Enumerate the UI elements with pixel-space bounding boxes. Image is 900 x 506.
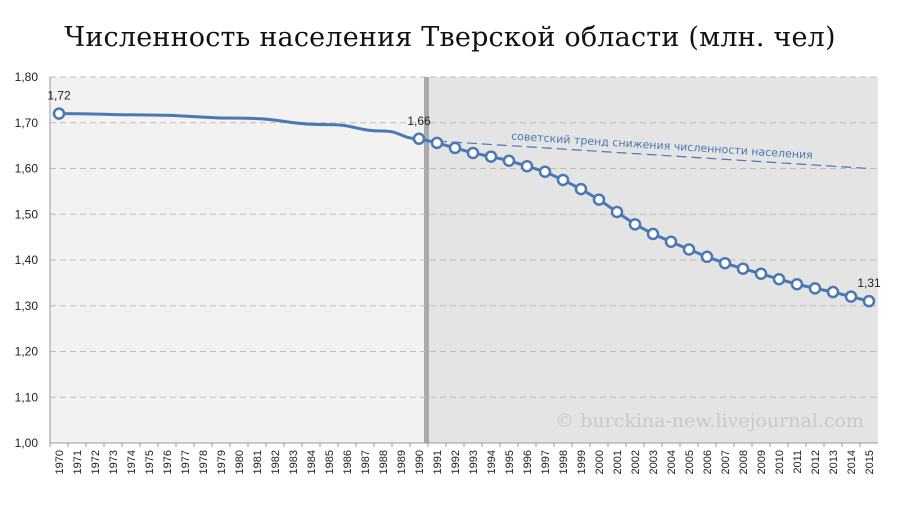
x-tick-label: 2012	[810, 450, 822, 474]
data-point	[682, 243, 696, 256]
x-tick-label: 2002	[630, 450, 642, 474]
x-tick-label: 1994	[486, 450, 498, 474]
x-tick-label: 1992	[450, 450, 462, 474]
x-tick-label: 1999	[576, 450, 588, 474]
x-tick-label: 2007	[720, 450, 732, 474]
data-point	[592, 193, 606, 206]
x-tick-label: 1976	[162, 450, 174, 474]
data-point	[754, 267, 768, 280]
x-tick-label: 1971	[72, 450, 84, 474]
x-tick-label: 1972	[90, 450, 102, 474]
data-point	[574, 182, 588, 196]
x-tick-label: 2010	[774, 450, 786, 474]
x-tick-label: 2009	[756, 450, 768, 474]
x-tick-label: 2001	[612, 450, 624, 474]
data-point	[844, 290, 858, 303]
data-point	[538, 165, 552, 178]
x-tick-label: 1990	[414, 450, 426, 474]
data-point	[556, 173, 570, 187]
data-point	[628, 218, 642, 231]
data-label: 1,72	[47, 89, 71, 103]
x-tick-label: 1980	[234, 450, 246, 474]
x-tick-label: 2003	[648, 450, 660, 474]
data-point	[646, 227, 660, 241]
x-tick-label: 2004	[666, 450, 678, 474]
y-tick-label: 1,40	[15, 253, 39, 267]
x-tick-label: 2014	[846, 450, 858, 474]
data-point	[484, 150, 498, 163]
x-tick-label: 1974	[126, 450, 138, 474]
data-point	[610, 205, 624, 219]
data-label: 1,31	[857, 276, 881, 290]
x-tick-label: 2005	[684, 450, 696, 474]
x-tick-label: 1996	[522, 450, 534, 474]
y-tick-label: 1,80	[15, 70, 39, 84]
x-tick-label: 1973	[108, 450, 120, 474]
data-point	[808, 282, 822, 295]
y-tick-label: 1,70	[15, 116, 39, 130]
x-tick-label: 1995	[504, 450, 516, 474]
data-point	[502, 154, 516, 167]
data-point	[412, 132, 426, 146]
x-tick-label: 1978	[198, 450, 210, 474]
y-tick-label: 1,10	[15, 390, 39, 404]
series-line-1970-1990	[57, 112, 421, 141]
era-divider	[424, 77, 429, 443]
data-label: 1,66	[407, 114, 431, 128]
x-tick-label: 1979	[216, 450, 228, 474]
x-tick-label: 1989	[396, 450, 408, 474]
data-point	[448, 141, 462, 155]
x-tick-label: 1997	[540, 450, 552, 474]
watermark: © burckina-new.livejournal.com	[555, 410, 864, 432]
x-tick-label: 2000	[594, 450, 606, 474]
data-point	[52, 107, 66, 120]
soviet-trend-line	[436, 140, 870, 170]
x-tick-label: 1988	[378, 450, 390, 474]
x-tick-label: 1986	[342, 450, 354, 474]
x-tick-label: 1984	[306, 450, 318, 474]
data-point	[826, 285, 840, 299]
chart-title: Численность населения Тверской области (…	[64, 22, 836, 53]
y-tick-label: 1,20	[15, 345, 39, 359]
data-point	[520, 159, 534, 173]
data-point	[700, 250, 714, 264]
x-tick-label: 1982	[270, 450, 282, 474]
data-point	[862, 294, 876, 308]
x-tick-label: 1977	[180, 450, 192, 474]
y-tick-label: 1,60	[15, 162, 39, 176]
data-point	[736, 262, 750, 275]
x-tick-label: 1975	[144, 450, 156, 474]
y-tick-label: 1,50	[15, 207, 39, 221]
x-tick-label: 1987	[360, 450, 372, 474]
data-point	[430, 136, 444, 150]
data-point	[718, 256, 732, 270]
x-tick-label: 2006	[702, 450, 714, 474]
x-tick-label: 2008	[738, 450, 750, 474]
x-tick-label: 1970	[54, 450, 66, 474]
x-tick-label: 1981	[252, 450, 264, 474]
x-tick-label: 1998	[558, 450, 570, 474]
data-point	[790, 277, 804, 291]
data-point	[664, 235, 678, 248]
x-tick-label: 1991	[432, 450, 444, 474]
y-tick-label: 1,00	[15, 436, 39, 450]
y-tick-label: 1,30	[15, 299, 39, 313]
x-tick-label: 2011	[792, 450, 804, 474]
x-tick-label: 2013	[828, 450, 840, 474]
x-tick-label: 1993	[468, 450, 480, 474]
data-point	[466, 146, 480, 160]
x-tick-label: 2015	[864, 450, 876, 474]
x-tick-label: 1983	[288, 450, 300, 474]
x-tick-label: 1985	[324, 450, 336, 474]
data-point	[772, 272, 786, 286]
